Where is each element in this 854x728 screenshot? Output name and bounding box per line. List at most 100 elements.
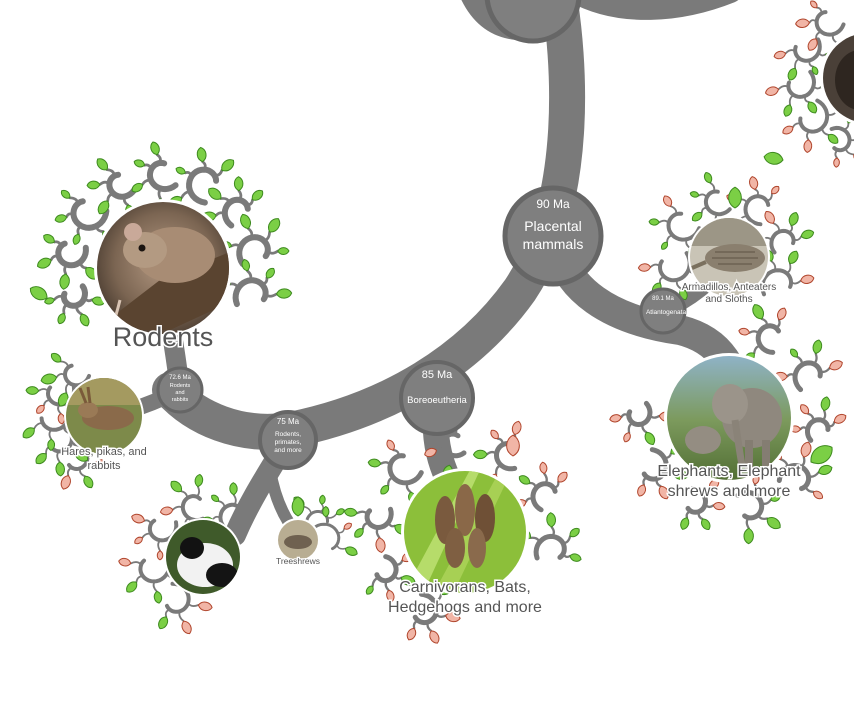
leaf-icon[interactable] <box>160 506 174 516</box>
leaf-icon[interactable] <box>55 462 65 477</box>
leaf-icon[interactable] <box>40 373 57 386</box>
leaf-icon[interactable] <box>323 506 329 516</box>
twig <box>363 523 369 529</box>
leaf-icon[interactable] <box>59 474 72 491</box>
leaf-icon[interactable] <box>775 306 788 321</box>
leaf-icon[interactable] <box>748 176 759 191</box>
clade-treeshrews[interactable]: Treeshrews <box>276 518 322 566</box>
leaf-icon[interactable] <box>517 474 531 487</box>
clade-carnivorans-bats[interactable]: Carnivorans, Bats, Hedgehogs and more <box>388 468 542 616</box>
leaf-icon[interactable] <box>799 441 813 459</box>
leaf-icon[interactable] <box>56 312 67 325</box>
leaf-icon[interactable] <box>156 615 170 631</box>
leaf-icon[interactable] <box>157 551 163 560</box>
leaf-icon[interactable] <box>87 181 100 190</box>
leaf-icon[interactable] <box>58 413 65 424</box>
clade-rodents[interactable]: Rodents <box>94 199 235 352</box>
leaf-icon[interactable] <box>153 591 162 604</box>
leaf-icon[interactable] <box>278 248 289 255</box>
leaf-icon[interactable] <box>738 327 750 335</box>
leaf-icon[interactable] <box>473 450 487 459</box>
leaf-icon[interactable] <box>198 601 213 612</box>
leaf-icon[interactable] <box>786 249 800 265</box>
node-atlantogenata[interactable]: 89.1 Ma Atlantogenata <box>641 289 686 333</box>
leaf-icon[interactable] <box>133 158 146 168</box>
leaf-icon[interactable] <box>26 386 39 394</box>
clade-label: Treeshrews <box>276 556 320 566</box>
leaf-icon[interactable] <box>292 497 304 516</box>
leaf-icon[interactable] <box>266 216 283 235</box>
leaf-icon[interactable] <box>276 288 292 298</box>
leaf-icon[interactable] <box>180 619 194 635</box>
leaf-icon[interactable] <box>48 439 55 450</box>
leaf-icon[interactable] <box>36 256 53 271</box>
leaf-icon[interactable] <box>511 420 523 436</box>
leaf-icon[interactable] <box>335 507 345 516</box>
leaf-icon[interactable] <box>828 359 844 372</box>
node-rodents-rabbits[interactable]: 72.6 Ma Rodents and rabbits <box>158 368 202 412</box>
leaf-icon[interactable] <box>238 213 252 231</box>
leaf-icon[interactable] <box>786 67 799 82</box>
leaf-icon[interactable] <box>690 191 700 198</box>
leaf-icon[interactable] <box>54 214 67 224</box>
leaf-icon[interactable] <box>703 171 714 184</box>
leaf-icon[interactable] <box>234 177 243 191</box>
node-label: primates, <box>275 439 302 446</box>
leaf-icon[interactable] <box>795 18 810 28</box>
twig <box>705 504 713 506</box>
leaf-icon[interactable] <box>569 553 582 563</box>
leaf-icon[interactable] <box>817 463 833 476</box>
leaf-icon[interactable] <box>750 302 766 321</box>
leaf-icon[interactable] <box>72 233 82 245</box>
leaf-icon[interactable] <box>713 502 725 510</box>
leaf-icon[interactable] <box>42 232 56 245</box>
leaf-icon[interactable] <box>546 512 556 527</box>
leaf-icon[interactable] <box>773 50 786 60</box>
leaf-icon[interactable] <box>787 211 800 227</box>
leaf-icon[interactable] <box>729 187 742 208</box>
leaf-icon[interactable] <box>812 339 823 354</box>
twig <box>196 487 199 497</box>
leaf-icon[interactable] <box>765 515 783 532</box>
leaf-icon[interactable] <box>230 483 238 495</box>
leaf-icon[interactable] <box>118 557 131 567</box>
leaf-icon[interactable] <box>319 495 326 505</box>
leaf-icon[interactable] <box>622 431 632 443</box>
leaf-icon[interactable] <box>368 459 381 468</box>
leaf-icon[interactable] <box>782 104 793 118</box>
leaf-icon[interactable] <box>763 151 784 166</box>
leaf-icon[interactable] <box>820 396 831 411</box>
leaf-icon[interactable] <box>803 139 812 152</box>
leaf-icon[interactable] <box>643 430 657 446</box>
leaf-icon[interactable] <box>344 508 358 517</box>
leaf-icon[interactable] <box>149 141 161 156</box>
leaf-icon[interactable] <box>833 158 839 168</box>
leaf-icon[interactable] <box>800 229 815 241</box>
leaf-icon[interactable] <box>539 462 548 474</box>
twig <box>381 462 391 465</box>
leaf-icon[interactable] <box>130 513 145 525</box>
node-boreoeutheria[interactable]: 85 Ma Boreoeutheria <box>401 362 473 434</box>
leaf-icon[interactable] <box>744 528 754 544</box>
leaf-icon[interactable] <box>344 545 359 558</box>
clade-armadillos-anteaters-sloths[interactable]: Armadillos, Anteaters and Sloths <box>682 216 777 305</box>
leaf-icon[interactable] <box>636 483 647 497</box>
leaf-icon[interactable] <box>428 629 442 645</box>
node-rodents-primates[interactable]: 75 Ma Rodents, primates, and more <box>260 412 316 468</box>
leaf-icon[interactable] <box>807 441 837 468</box>
leaf-icon[interactable] <box>764 85 779 97</box>
leaf-icon[interactable] <box>649 219 659 226</box>
leaf-icon[interactable] <box>638 263 651 271</box>
leaf-icon[interactable] <box>194 474 203 487</box>
leaf-icon[interactable] <box>96 198 112 216</box>
node-placental-mammals[interactable]: 90 Ma Placental mammals <box>505 188 601 284</box>
leaf-icon[interactable] <box>405 627 418 642</box>
leaf-icon[interactable] <box>507 435 520 456</box>
leaf-icon[interactable] <box>59 273 71 290</box>
leaf-icon[interactable] <box>800 274 815 285</box>
leaf-icon[interactable] <box>679 516 691 530</box>
leaf-icon[interactable] <box>196 147 207 162</box>
leaf-icon[interactable] <box>375 537 386 553</box>
leaf-icon[interactable] <box>609 414 622 423</box>
